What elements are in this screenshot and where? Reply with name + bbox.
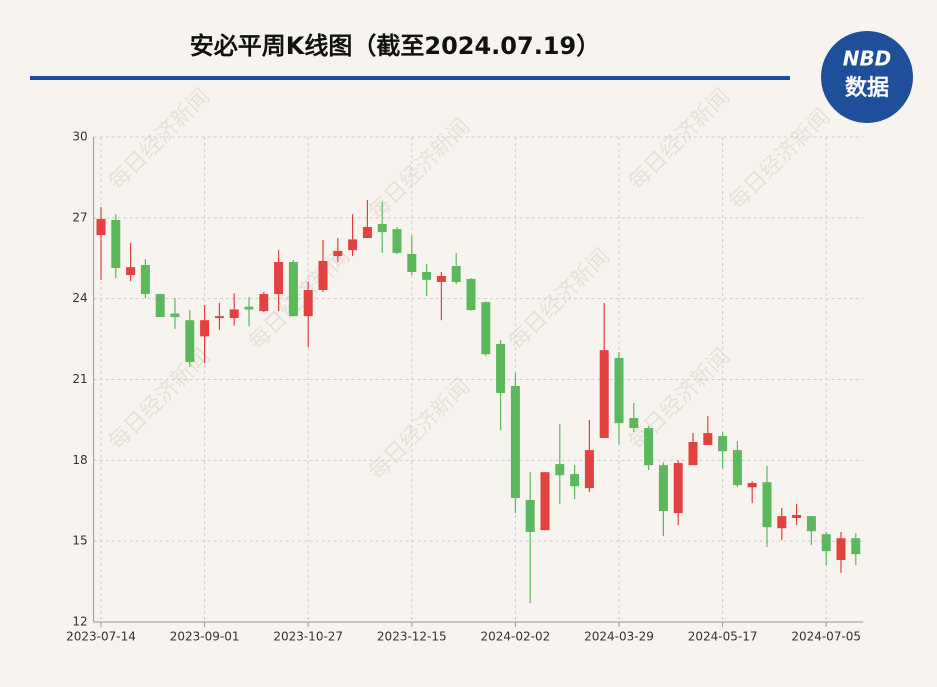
y-tick-label: 12 bbox=[72, 615, 87, 629]
y-tick-label: 18 bbox=[72, 453, 87, 467]
candle-body bbox=[111, 219, 121, 268]
x-tick-label: 2023-09-01 bbox=[170, 630, 240, 644]
candle-body bbox=[362, 226, 372, 239]
candle-body bbox=[303, 290, 313, 317]
candle-body bbox=[200, 320, 210, 337]
candle-body bbox=[155, 294, 165, 317]
candle-body bbox=[422, 271, 432, 280]
candle-body bbox=[451, 266, 461, 282]
x-tick-label: 2024-02-02 bbox=[481, 630, 551, 644]
candle-body bbox=[703, 433, 713, 445]
candle-body bbox=[274, 262, 284, 295]
candle-body bbox=[836, 538, 846, 561]
candle-body bbox=[644, 428, 654, 466]
candle-body bbox=[214, 316, 224, 319]
candle-body bbox=[466, 278, 476, 310]
candle-body bbox=[140, 264, 150, 295]
candle-body bbox=[288, 262, 298, 317]
candle-body bbox=[185, 320, 195, 362]
x-tick-label: 2023-07-14 bbox=[66, 630, 136, 644]
title-underline bbox=[30, 76, 790, 80]
candle-body bbox=[673, 463, 683, 514]
candle-body bbox=[348, 239, 358, 251]
y-tick-label: 30 bbox=[72, 130, 87, 144]
candle-body bbox=[792, 515, 802, 518]
y-tick-label: 24 bbox=[72, 291, 87, 305]
logo bbox=[821, 31, 913, 123]
candle-body bbox=[599, 350, 609, 438]
candle-body bbox=[762, 482, 772, 528]
candle-body bbox=[658, 465, 668, 511]
y-tick-label: 27 bbox=[72, 210, 87, 224]
candle-body bbox=[333, 250, 343, 257]
candle-body bbox=[496, 343, 506, 393]
x-tick-label: 2024-05-17 bbox=[688, 630, 758, 644]
candle-body bbox=[747, 482, 757, 488]
candle-body bbox=[540, 472, 550, 531]
candle-body bbox=[806, 516, 816, 532]
candle-body bbox=[259, 294, 269, 312]
candle-body bbox=[377, 224, 387, 233]
candle-body bbox=[570, 474, 580, 487]
y-tick-label: 21 bbox=[72, 372, 87, 386]
chart-title: 安必平周K线图（截至2024.07.19） bbox=[190, 32, 600, 60]
candle-body bbox=[392, 229, 402, 253]
y-tick-label: 15 bbox=[72, 534, 87, 548]
candle-body bbox=[525, 499, 535, 533]
candle-body bbox=[851, 538, 861, 555]
candle-body bbox=[688, 442, 698, 466]
candle-body bbox=[481, 302, 491, 355]
candle-body bbox=[629, 418, 639, 428]
x-tick-label: 2024-03-29 bbox=[584, 630, 654, 644]
candle-body bbox=[821, 534, 831, 552]
logo-top: NBD bbox=[843, 47, 892, 71]
logo-bottom: 数据 bbox=[845, 75, 889, 101]
candle-body bbox=[584, 450, 594, 489]
candle-body bbox=[732, 450, 742, 486]
candle-body bbox=[126, 267, 136, 275]
candle-body bbox=[96, 218, 106, 236]
candle-body bbox=[510, 385, 520, 499]
candle-body bbox=[318, 260, 328, 291]
candle-body bbox=[614, 357, 624, 424]
candle-body bbox=[170, 313, 180, 317]
candle-body bbox=[777, 516, 787, 529]
candle-body bbox=[555, 464, 565, 476]
x-tick-label: 2023-12-15 bbox=[377, 630, 447, 644]
candle-body bbox=[244, 306, 254, 310]
candle-body bbox=[718, 436, 728, 452]
candle-body bbox=[436, 276, 446, 282]
candle-body bbox=[407, 253, 417, 272]
candle-body bbox=[229, 309, 239, 319]
x-tick-label: 2024-07-05 bbox=[791, 630, 861, 644]
x-tick-label: 2023-10-27 bbox=[273, 630, 343, 644]
